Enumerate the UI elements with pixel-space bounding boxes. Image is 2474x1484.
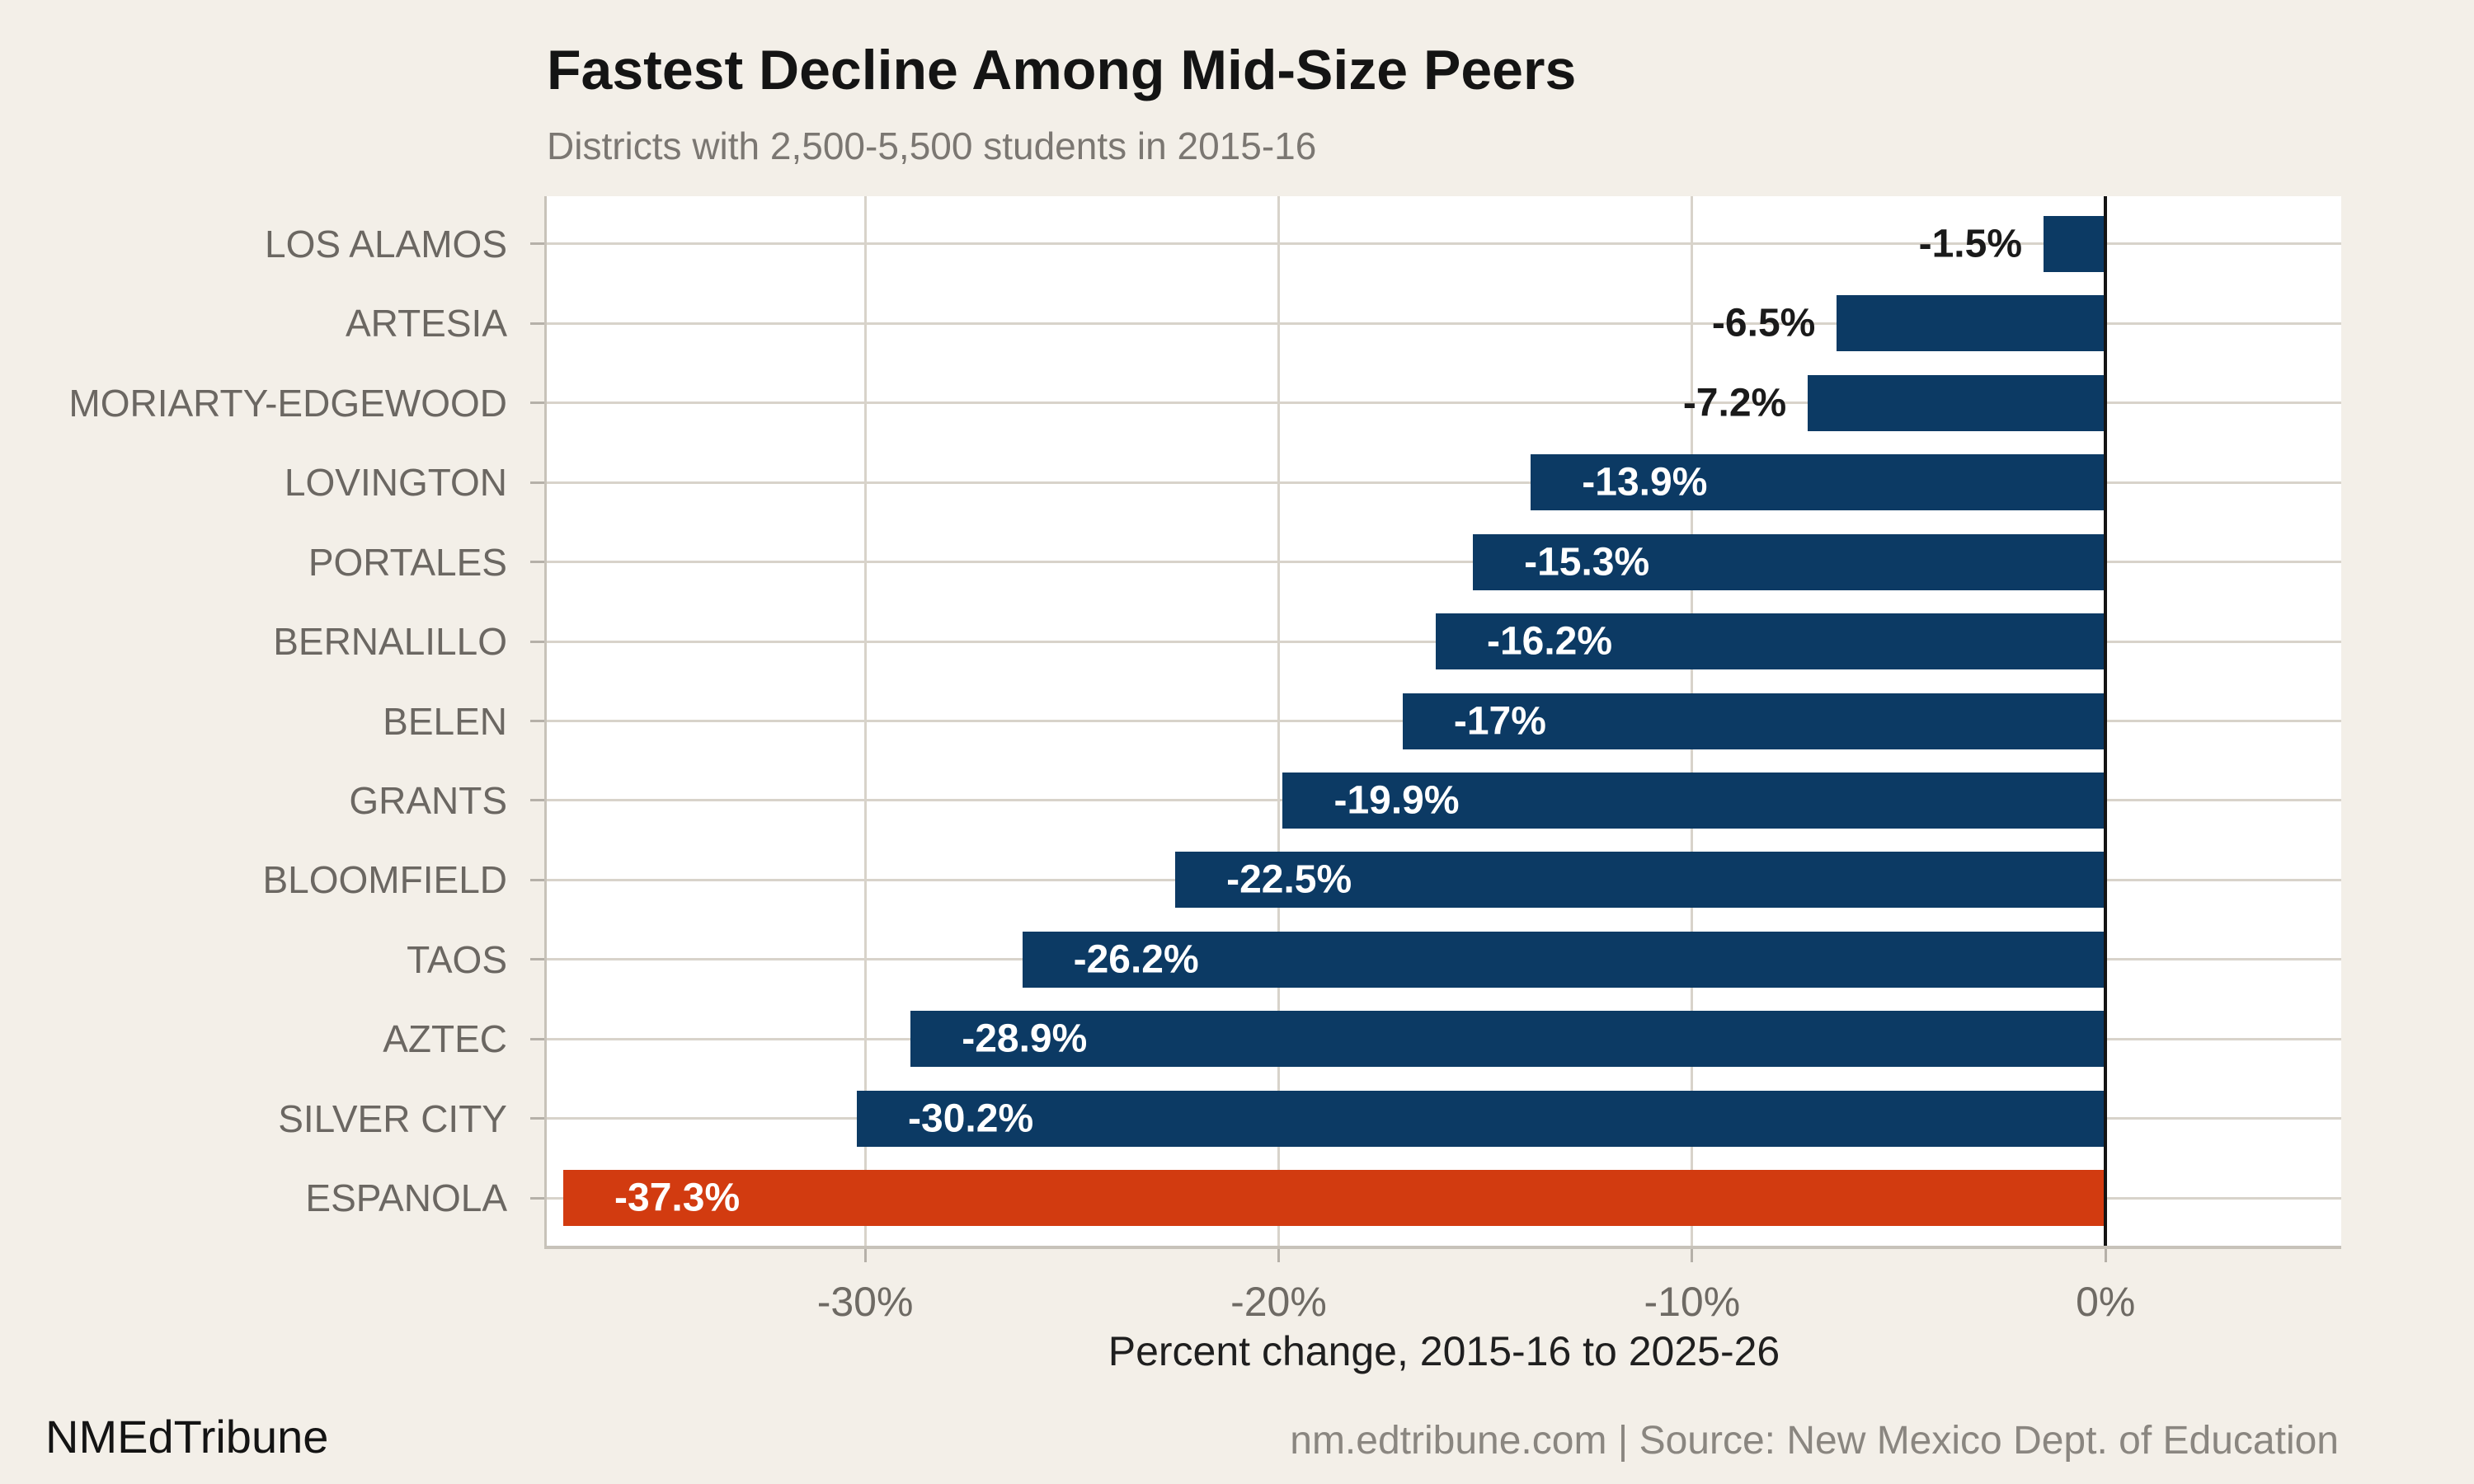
gridline-h-moriarty-edgewood: [547, 402, 2341, 405]
x-tick--10: [1691, 1249, 1694, 1262]
chart-title: Fastest Decline Among Mid-Size Peers: [547, 39, 1577, 101]
chart-subtitle: Districts with 2,500-5,500 students in 2…: [547, 124, 1317, 167]
y-axis-label-aztec: AZTEC: [383, 1017, 507, 1061]
bar-value-label-moriarty-edgewood: -7.2%: [1682, 381, 1787, 425]
x-axis-line: [544, 1246, 2341, 1249]
bar-value-label-bernalillo: -16.2%: [1486, 619, 1613, 664]
y-axis-label-bloomfield: BLOOMFIELD: [262, 858, 507, 902]
bar-belen: [1402, 693, 2106, 749]
bar-los-alamos: [2044, 215, 2106, 272]
zero-baseline: [2104, 196, 2108, 1246]
bar-value-label-lovington: -13.9%: [1582, 460, 1708, 505]
y-axis-label-espanola: ESPANOLA: [305, 1176, 507, 1220]
x-tick-label--20: -20%: [1230, 1279, 1327, 1325]
bar-value-label-grants: -19.9%: [1333, 778, 1460, 823]
bar-value-label-portales: -15.3%: [1524, 540, 1650, 585]
bar-value-label-bloomfield: -22.5%: [1226, 857, 1352, 902]
bar-taos: [1022, 931, 2106, 988]
bar-lovington: [1531, 454, 2106, 511]
plot-panel: Percent change, 2015-16 to 2025-26 -1.5%…: [68, 196, 2341, 1374]
bar-value-label-silver-city: -30.2%: [908, 1097, 1034, 1141]
footer-brand: NMEdTribune: [45, 1411, 329, 1463]
y-axis-label-moriarty-edgewood: MORIARTY-EDGEWOOD: [68, 381, 507, 425]
gridline-h-artesia: [547, 322, 2341, 325]
footer-credit: nm.edtribune.com | Source: New Mexico De…: [1290, 1419, 2339, 1463]
gridline-v--20: [1277, 196, 1280, 1246]
y-tick-artesia: [530, 322, 544, 325]
y-tick-espanola: [530, 1196, 544, 1200]
bar-grants: [1282, 772, 2106, 829]
x-tick-0: [2104, 1249, 2107, 1262]
y-axis-label-portales: PORTALES: [308, 540, 507, 584]
bar-artesia: [1837, 295, 2106, 352]
x-axis-title: Percent change, 2015-16 to 2025-26: [1108, 1328, 1780, 1374]
y-axis-label-bernalillo: BERNALILLO: [273, 620, 507, 664]
y-axis-label-lovington: LOVINGTON: [284, 461, 507, 505]
y-tick-belen: [530, 720, 544, 722]
y-tick-lovington: [530, 481, 544, 484]
bar-aztec: [910, 1011, 2106, 1068]
x-tick--30: [863, 1249, 867, 1262]
y-tick-silver-city: [530, 1117, 544, 1120]
bar-value-label-taos: -26.2%: [1073, 937, 1199, 982]
bar-bernalillo: [1435, 613, 2106, 670]
y-tick-aztec: [530, 1037, 544, 1040]
y-tick-grants: [530, 799, 544, 802]
y-axis-label-grants: GRANTS: [349, 778, 507, 822]
x-tick-label--30: -30%: [816, 1279, 914, 1325]
y-tick-moriarty-edgewood: [530, 402, 544, 405]
x-tick--20: [1277, 1249, 1280, 1262]
y-axis-label-belen: BELEN: [383, 699, 507, 743]
bar-espanola: [563, 1170, 2106, 1227]
y-tick-portales: [530, 561, 544, 564]
bar-portales: [1473, 533, 2106, 590]
gridline-h-lovington: [547, 481, 2341, 484]
x-tick-label-0: 0%: [2076, 1279, 2136, 1325]
y-tick-taos: [530, 958, 544, 961]
bar-value-label-los-alamos: -1.5%: [1918, 222, 2022, 266]
y-axis-label-los-alamos: LOS ALAMOS: [264, 222, 507, 265]
bar-value-label-aztec: -28.9%: [962, 1017, 1088, 1061]
bar-value-label-belen: -17%: [1453, 699, 1546, 743]
bar-value-label-espanola: -37.3%: [614, 1176, 741, 1220]
y-tick-bloomfield: [530, 878, 544, 881]
gridline-h-los-alamos: [547, 242, 2341, 246]
y-tick-los-alamos: [530, 242, 544, 246]
y-axis-label-taos: TAOS: [407, 937, 507, 981]
y-axis-label-silver-city: SILVER CITY: [278, 1097, 507, 1140]
bar-silver-city: [857, 1090, 2106, 1147]
gridline-h-portales: [547, 561, 2341, 564]
y-axis-line: [544, 196, 547, 1246]
bar-bloomfield: [1175, 852, 2106, 909]
y-axis-label-artesia: ARTESIA: [346, 302, 507, 345]
x-tick-label--10: -10%: [1644, 1279, 1741, 1325]
bar-value-label-artesia: -6.5%: [1711, 301, 1816, 345]
gridline-v--30: [863, 196, 867, 1246]
y-tick-bernalillo: [530, 640, 544, 643]
bar-moriarty-edgewood: [1808, 374, 2106, 431]
